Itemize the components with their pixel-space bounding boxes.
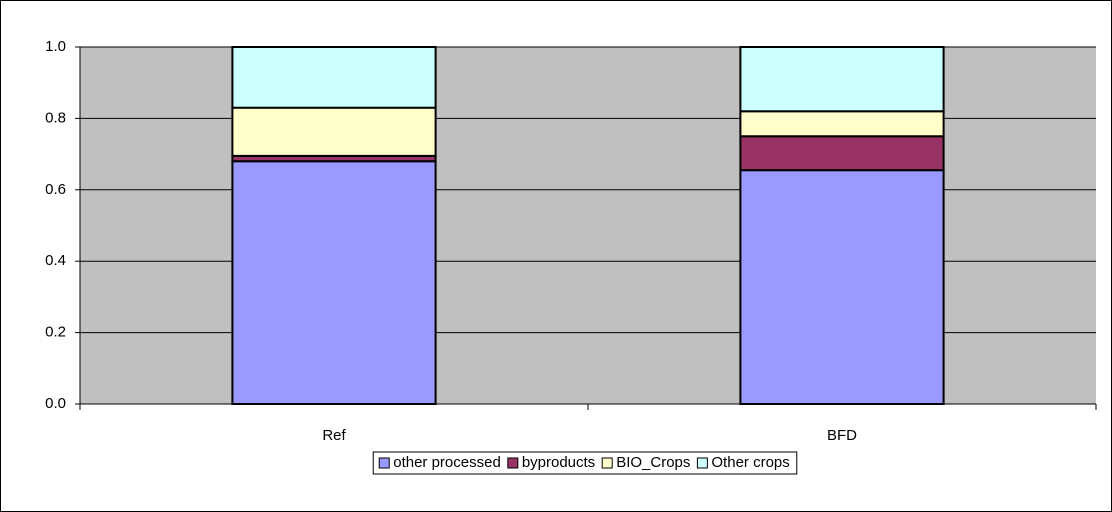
bar-segment [231, 160, 437, 405]
y-tick-label: 0.4 [45, 252, 66, 269]
bar-segment [739, 110, 945, 138]
y-tick-label: 0.6 [45, 181, 66, 198]
x-tick-label: BFD [827, 427, 857, 444]
legend-label: Other crops [711, 454, 789, 471]
y-tick-label: 0.2 [45, 324, 66, 341]
y-tick-label: 1.0 [45, 38, 66, 55]
legend-label: BIO_Crops [616, 454, 690, 471]
bar-segment [739, 46, 945, 113]
legend-swatch [696, 457, 708, 469]
y-tick-label: 0.0 [45, 395, 66, 412]
legend-swatch [601, 457, 613, 469]
legend-swatch [507, 457, 519, 469]
x-tick-label: Ref [322, 427, 346, 444]
bar-segment [739, 135, 945, 172]
y-tick-label: 0.8 [45, 109, 66, 126]
legend-label: other processed [393, 454, 501, 471]
legend-box [372, 451, 798, 475]
legend-label: byproducts [522, 454, 595, 471]
bar-segment [231, 46, 437, 109]
legend-swatch [378, 457, 390, 469]
bar-segment [739, 169, 945, 405]
bar-segment [231, 106, 437, 157]
